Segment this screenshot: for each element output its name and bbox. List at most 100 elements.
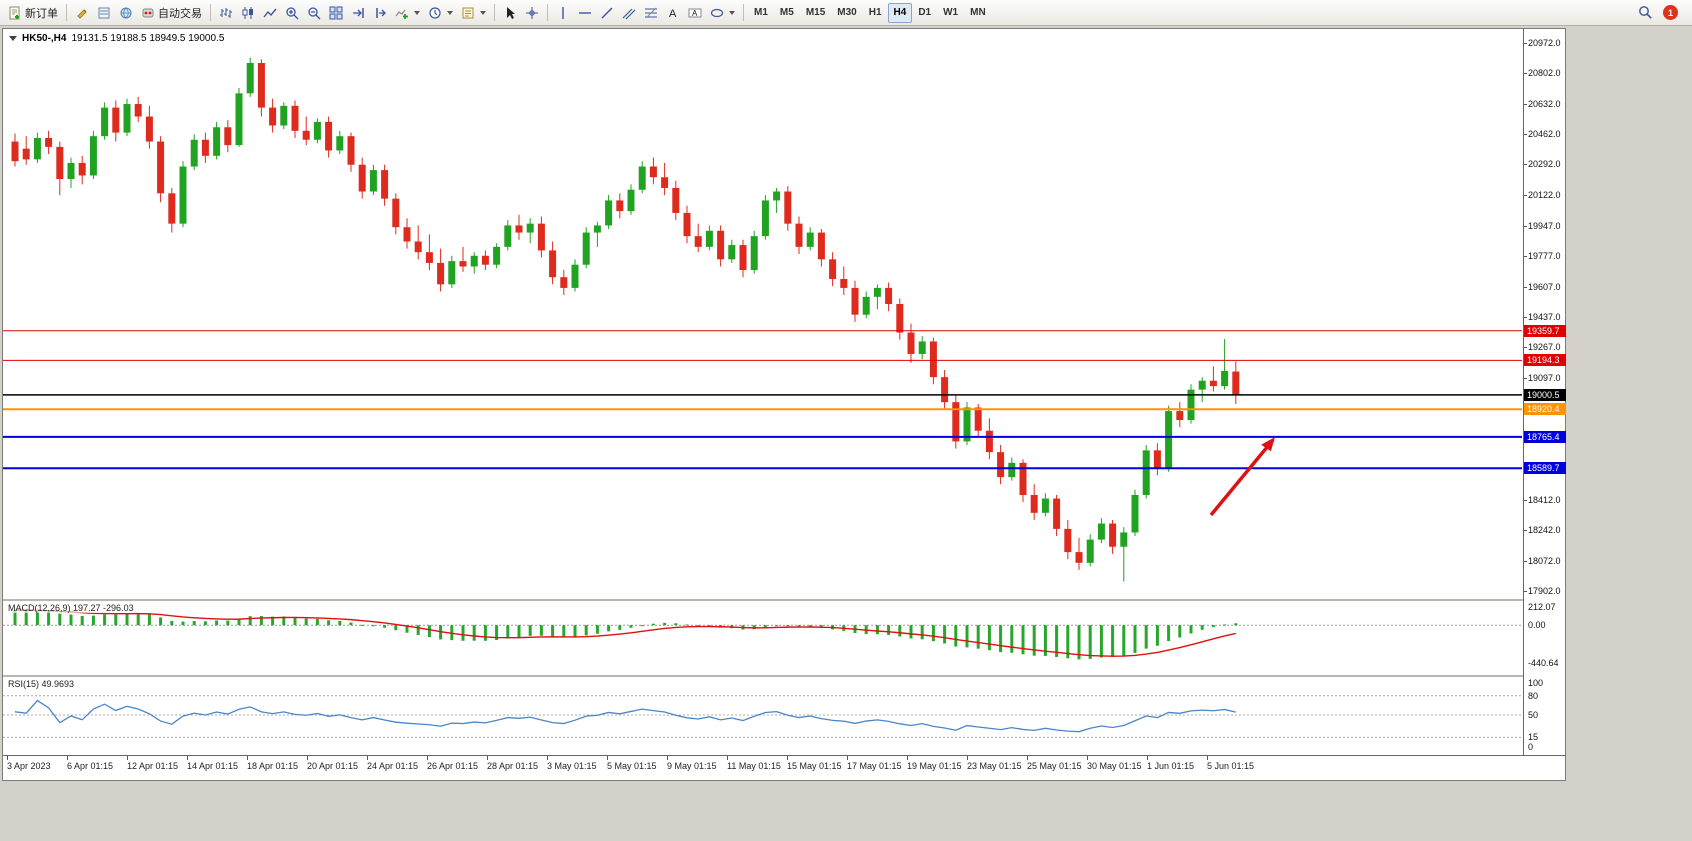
period-selector-button[interactable] (424, 2, 457, 24)
time-label: 5 Jun 01:15 (1207, 761, 1255, 771)
equidistant-channel-button[interactable] (618, 2, 640, 24)
timeframe-h1-button[interactable]: H1 (868, 7, 882, 18)
svg-text:A: A (692, 9, 698, 18)
separator (210, 4, 211, 21)
timeframe-h4-button[interactable]: H4 (887, 2, 913, 23)
tile-windows-button[interactable] (325, 2, 347, 24)
rsi-axis-label: 80 (1528, 690, 1539, 701)
rsi-indicator-chart[interactable] (3, 677, 1522, 755)
price-axis-tick (1524, 591, 1527, 592)
quick-panel-collapse-icon[interactable] (9, 36, 17, 41)
timeframe-m30-button[interactable]: M30 (837, 7, 857, 18)
add-indicator-button[interactable] (391, 2, 424, 24)
separator (547, 4, 548, 21)
svg-text:A: A (669, 8, 677, 20)
notifications-badge[interactable]: 1 (1663, 5, 1678, 20)
price-axis-tick (1524, 286, 1527, 288)
vertical-line-button[interactable] (552, 2, 574, 24)
price-tag-label: 18765.4 (1524, 430, 1566, 443)
timeframe-w1-button[interactable]: W1 (943, 7, 959, 18)
time-axis-tick (307, 756, 308, 760)
symbol-period-label: HK50-,H4 (22, 33, 67, 44)
time-label: 24 Apr 01:15 (367, 761, 419, 771)
new-order-icon (8, 6, 22, 20)
time-label: 6 Apr 01:15 (67, 761, 114, 771)
price-axis-label: 20802.0 (1528, 68, 1561, 79)
zoom-in-button[interactable] (281, 2, 303, 24)
timeframe-mn-button[interactable]: MN (970, 7, 986, 18)
price-axis-label: 19097.0 (1528, 372, 1561, 383)
rsi-axis-label: 50 (1528, 710, 1539, 720)
price-axis-tick (1524, 103, 1527, 105)
time-axis-tick (967, 756, 968, 760)
price-axis-tick (1524, 225, 1527, 227)
candlestick-icon (241, 6, 255, 20)
text-label-button[interactable]: A (684, 2, 706, 24)
time-axis-tick (487, 756, 488, 760)
candlestick-type-button[interactable] (237, 2, 259, 24)
templates-button[interactable] (457, 2, 490, 24)
dropdown-caret-icon (447, 10, 453, 15)
timeframe-m1-button[interactable]: M1 (754, 7, 768, 18)
price-axis-tick (1524, 560, 1527, 562)
price-axis-label: 20122.0 (1528, 189, 1561, 200)
time-axis[interactable]: 3 Apr 2023 6 Apr 01:15 12 Apr 01:15 14 Apr … (3, 755, 1565, 780)
separator (66, 4, 67, 21)
toolbar: 新订单 自动交易 A A M1 (0, 0, 1692, 26)
depth-of-market-button[interactable] (93, 2, 115, 24)
bar-chart-icon (219, 6, 233, 20)
pane-splitter[interactable] (3, 675, 1565, 677)
zoom-out-button[interactable] (303, 2, 325, 24)
crosshair-button[interactable] (521, 2, 543, 24)
price-axis-tick (1524, 73, 1527, 75)
price-axis-label: 17902.0 (1528, 586, 1561, 596)
macd-indicator-chart[interactable] (3, 601, 1522, 675)
time-label: 23 May 01:15 (967, 761, 1022, 771)
timeframe-d1-button[interactable]: D1 (918, 7, 932, 18)
metaeditor-button[interactable] (71, 2, 93, 24)
auto-scroll-button[interactable] (347, 2, 369, 24)
virtual-hosting-button[interactable] (115, 2, 137, 24)
time-axis-tick (187, 756, 188, 760)
timeframe-m5-button[interactable]: M5 (779, 7, 794, 18)
templates-icon (461, 6, 475, 20)
shapes-button[interactable] (706, 2, 739, 24)
time-label: 14 Apr 01:15 (187, 761, 239, 771)
algo-trading-icon (141, 6, 155, 20)
fibonacci-button[interactable] (640, 2, 662, 24)
zoom-out-icon (307, 6, 321, 20)
main-candlestick-chart[interactable] (3, 29, 1522, 599)
line-chart-type-button[interactable] (259, 2, 281, 24)
time-label: 11 May 01:15 (727, 761, 781, 771)
trendline-button[interactable] (596, 2, 618, 24)
macd-axis-label: 0.00 (1528, 620, 1546, 631)
price-axis-label: 18412.0 (1528, 494, 1561, 505)
time-axis-tick (727, 756, 728, 760)
channel-icon (622, 6, 636, 20)
price-axis-tick (1524, 347, 1527, 349)
time-axis-tick (547, 756, 548, 760)
chart-header: HK50-,H4 19131.5 19188.5 18949.5 19000.5 (9, 33, 225, 44)
price-axis[interactable]: 20972.0 20802.0 20632.0 20462.0 20292.0 20122… (1523, 29, 1566, 755)
text-label-icon: A (688, 6, 702, 20)
timeframe-m15-button[interactable]: M15 (805, 7, 826, 18)
new-order-button[interactable]: 新订单 (4, 2, 62, 24)
time-label: 19 May 01:15 (907, 761, 962, 771)
cursor-button[interactable] (499, 2, 521, 24)
chart-shift-icon (373, 6, 387, 20)
zoom-in-icon (285, 6, 299, 20)
pane-splitter[interactable] (3, 599, 1565, 601)
time-axis-tick (847, 756, 848, 760)
horizontal-line-button[interactable] (574, 2, 596, 24)
time-label: 1 Jun 01:15 (1147, 761, 1195, 771)
search-button[interactable] (1634, 2, 1657, 24)
algo-trading-button[interactable]: 自动交易 (137, 2, 206, 24)
price-axis-label: 20632.0 (1528, 98, 1561, 109)
rsi-axis-label: 0 (1528, 742, 1534, 752)
chart-shift-button[interactable] (369, 2, 391, 24)
text-tool-button[interactable]: A (662, 2, 684, 24)
time-label: 17 May 01:15 (847, 761, 902, 771)
bar-chart-type-button[interactable] (215, 2, 237, 24)
dropdown-caret-icon (729, 10, 735, 15)
